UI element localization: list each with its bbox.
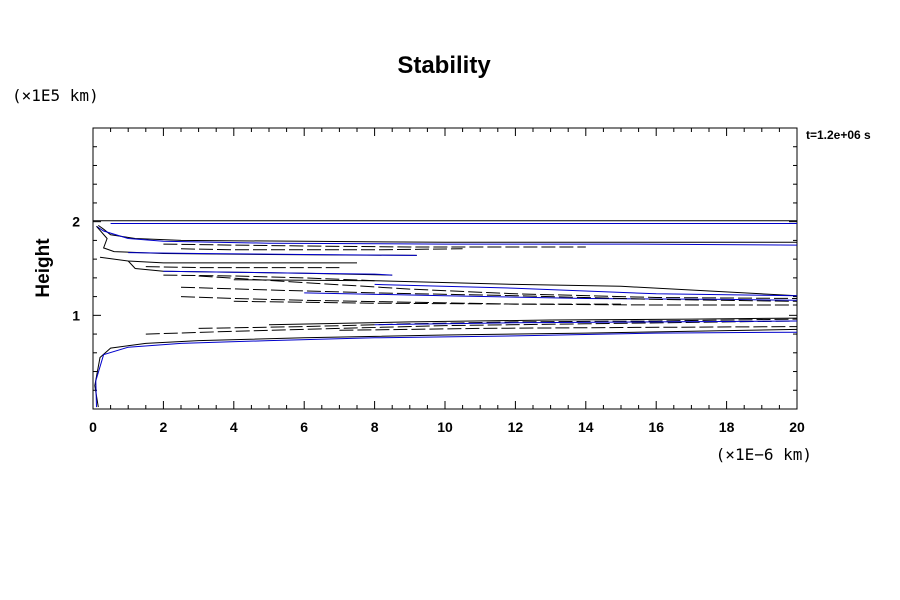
- contour-line-17: [180, 286, 798, 302]
- contour-line-15: [304, 292, 798, 301]
- x-tick-label: 8: [371, 419, 379, 435]
- contour-line-18: [180, 296, 797, 306]
- contour-line-10: [163, 270, 393, 276]
- time-label: t=1.2e+06 s: [806, 128, 871, 142]
- y-tick-label: 1: [72, 307, 80, 323]
- y-axis-label: Height: [33, 238, 54, 298]
- x-tick-label: 14: [578, 419, 594, 435]
- contour-line-24: [268, 317, 798, 326]
- contour-line-14: [374, 283, 798, 297]
- x-tick-label: 18: [719, 419, 735, 435]
- chart-title: Stability: [397, 52, 491, 79]
- contour-line-3: [96, 225, 798, 246]
- x-tick-label: 20: [789, 419, 805, 435]
- x-tick-label: 6: [300, 419, 308, 435]
- x-tick-label: 10: [437, 419, 453, 435]
- contour-line-16: [198, 275, 798, 299]
- y-scale-note: (×1E5 km): [12, 86, 99, 105]
- x-tick-label: 4: [230, 419, 238, 435]
- contour-line-5: [180, 248, 463, 251]
- plot-frame: [92, 127, 798, 410]
- contour-line-11: [145, 266, 340, 269]
- contour-line-20: [94, 328, 798, 408]
- contour-line-25: [374, 320, 798, 326]
- contour-line-19: [233, 300, 621, 305]
- contour-line-2: [98, 224, 797, 243]
- y-tick-label: 2: [72, 214, 80, 230]
- contour-line-26: [339, 326, 798, 331]
- x-scale-note: (×1E−6 km): [716, 445, 812, 464]
- contour-line-13: [233, 279, 798, 297]
- axis-ticks: [92, 127, 798, 410]
- contour-line-21: [95, 331, 798, 408]
- x-tick-label: 12: [508, 419, 524, 435]
- contour-line-4: [163, 243, 586, 248]
- x-tick-label: 16: [648, 419, 664, 435]
- x-tick-label: 2: [160, 419, 168, 435]
- contour-line-8: [99, 256, 357, 264]
- contour-line-23: [198, 318, 798, 329]
- contour-line-7: [128, 252, 417, 256]
- contour-lines: [93, 220, 798, 408]
- x-tick-label: 0: [89, 419, 97, 435]
